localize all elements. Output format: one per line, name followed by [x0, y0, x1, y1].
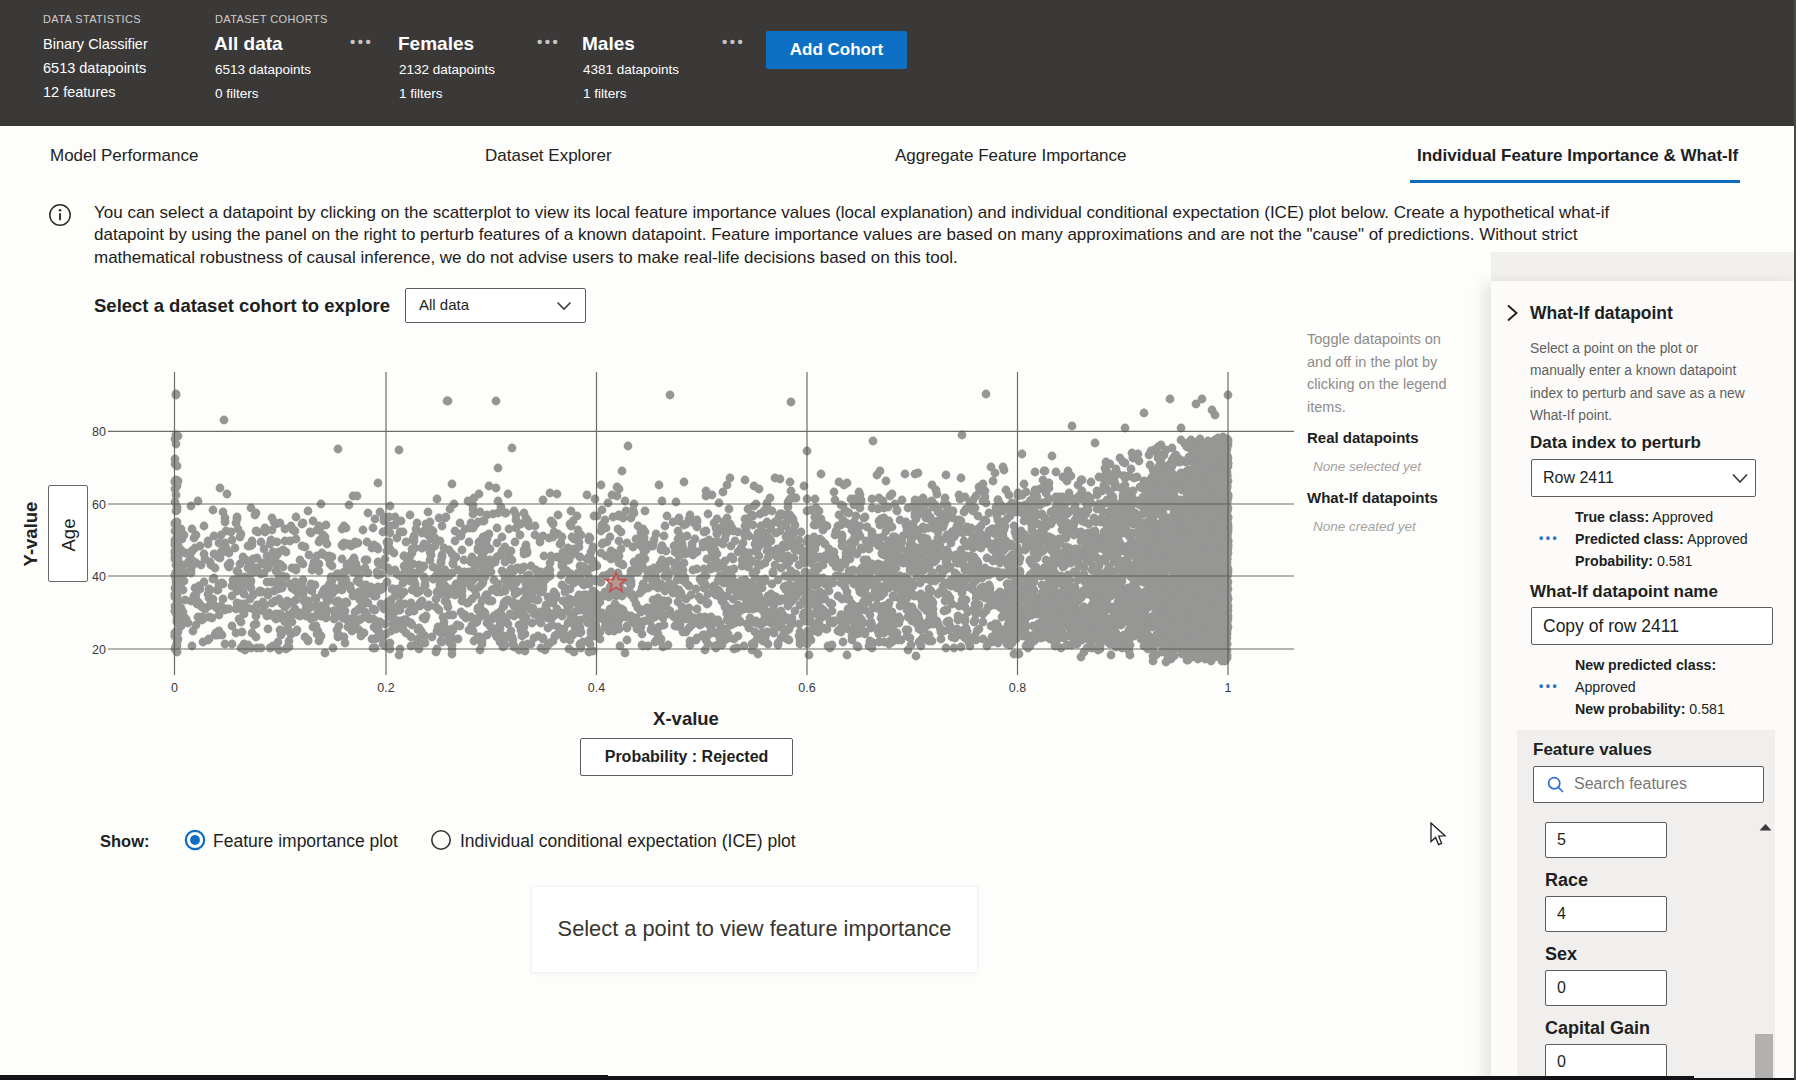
svg-text:0.8: 0.8: [1009, 681, 1026, 695]
svg-text:60: 60: [92, 498, 106, 512]
svg-text:0.2: 0.2: [377, 681, 394, 695]
svg-text:1: 1: [1225, 681, 1232, 695]
svg-text:0.6: 0.6: [798, 681, 815, 695]
svg-text:0: 0: [171, 681, 178, 695]
svg-text:20: 20: [92, 643, 106, 657]
svg-text:40: 40: [92, 570, 106, 584]
svg-text:80: 80: [92, 425, 106, 439]
svg-text:0.4: 0.4: [588, 681, 605, 695]
